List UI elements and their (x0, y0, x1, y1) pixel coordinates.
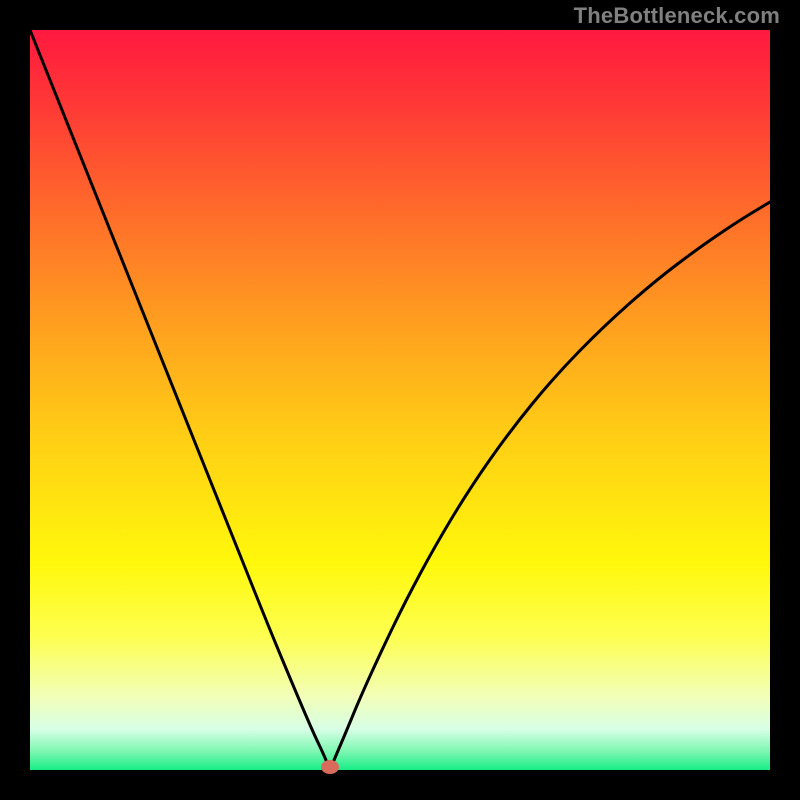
plot-area (30, 30, 770, 770)
chart-outer: TheBottleneck.com (0, 0, 800, 800)
bottleneck-curve (30, 30, 770, 770)
watermark-text: TheBottleneck.com (574, 3, 780, 29)
curve-path (30, 30, 770, 769)
optimum-marker (321, 760, 339, 774)
